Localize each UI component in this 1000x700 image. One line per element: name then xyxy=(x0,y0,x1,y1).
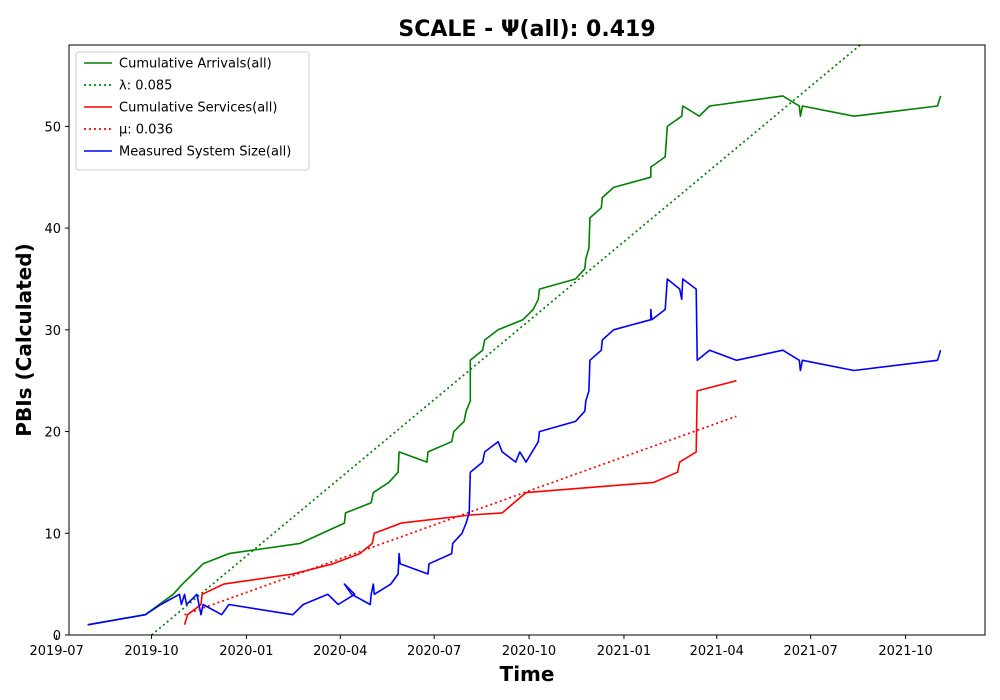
y-axis-label: PBIs (Calculated) xyxy=(12,243,36,436)
series-line-3 xyxy=(185,381,737,625)
series-line-5 xyxy=(88,279,941,625)
y-tick-label: 40 xyxy=(44,222,61,237)
x-tick-label: 2019-10 xyxy=(124,644,178,659)
x-tick-label: 2020-01 xyxy=(219,644,273,659)
x-tick-label: 2021-04 xyxy=(690,644,744,659)
x-tick-label: 2020-07 xyxy=(407,644,461,659)
y-tick-label: 50 xyxy=(44,120,61,135)
x-tick-label: 2019-07 xyxy=(29,644,83,659)
y-tick-label: 20 xyxy=(44,426,61,441)
tick-layer: 2019-07 2019-10 2020-01 2020-04 2020-07 2020-… xyxy=(29,120,932,659)
legend-label: Measured System Size(all) xyxy=(119,145,291,160)
y-tick-label: 30 xyxy=(44,324,61,339)
y-tick-label: 0 xyxy=(53,629,61,644)
legend-label: μ: 0.036 xyxy=(119,123,173,138)
legend-label: Cumulative Arrivals(all) xyxy=(119,57,272,72)
x-tick-label: 2021-01 xyxy=(597,644,651,659)
x-tick-label: 2020-10 xyxy=(502,644,556,659)
chart-title: SCALE - Ψ(all): 0.419 xyxy=(398,17,655,42)
x-tick-label: 2021-07 xyxy=(784,644,838,659)
y-tick-label: 10 xyxy=(44,527,61,542)
legend-label: Cumulative Services(all) xyxy=(119,101,277,116)
legend-label: λ: 0.085 xyxy=(119,79,172,94)
series-line-1 xyxy=(88,96,941,625)
x-tick-label: 2021-10 xyxy=(878,644,932,659)
legend: Cumulative Arrivals(all) λ: 0.085 Cumulati… xyxy=(76,52,309,170)
x-tick-label: 2020-04 xyxy=(313,644,367,659)
x-axis-label: Time xyxy=(500,662,555,686)
